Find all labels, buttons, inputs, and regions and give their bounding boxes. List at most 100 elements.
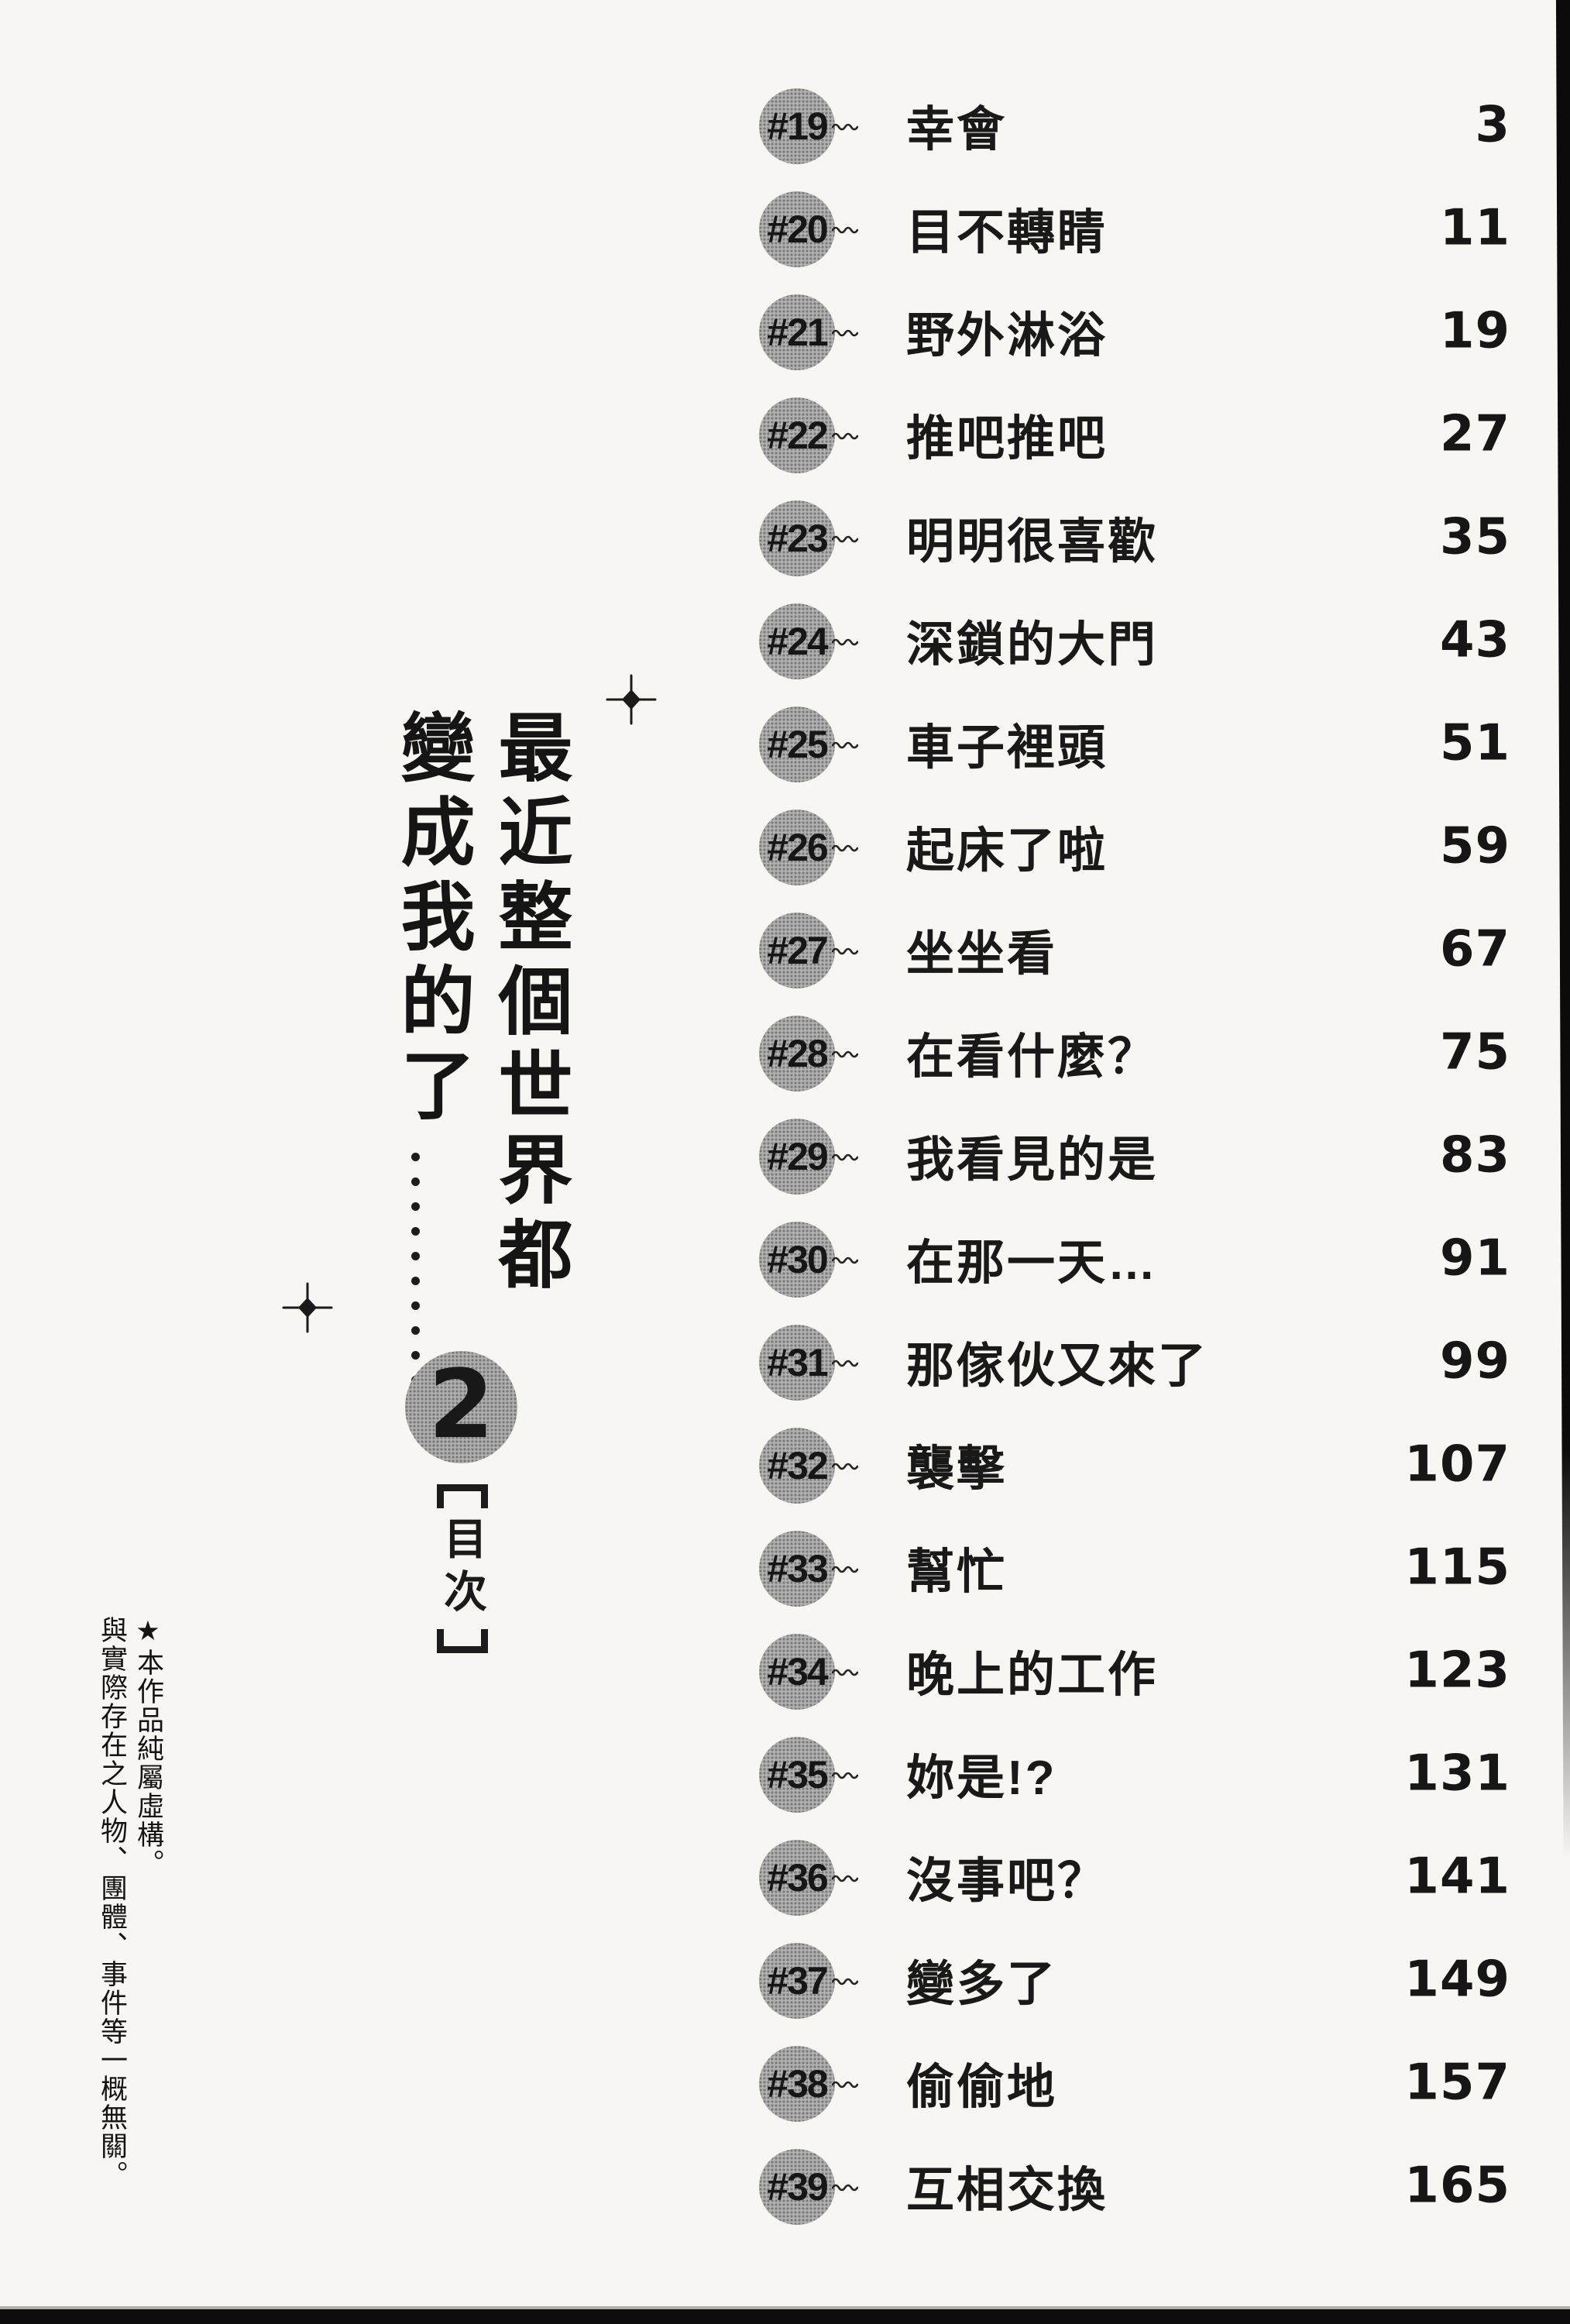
chapter-page-number: 43 xyxy=(1439,611,1510,669)
wave-connector-icon xyxy=(832,1566,858,1573)
chapter-number-badge: #39 xyxy=(759,2149,835,2225)
chapter-page-number: 67 xyxy=(1439,920,1510,978)
wave-connector-icon xyxy=(832,123,858,131)
chapter-page-number: 27 xyxy=(1439,405,1510,463)
chapter-number-label: #25 xyxy=(767,723,828,766)
chapter-title: 變多了 xyxy=(906,1958,1058,2012)
chapter-number-label: #36 xyxy=(767,1856,828,1899)
chapter-page-number: 157 xyxy=(1404,2054,1510,2112)
chapter-title: 明明很喜歡 xyxy=(906,515,1159,569)
chapter-page-number: 165 xyxy=(1404,2157,1510,2215)
table-row: #33 幫忙 115 xyxy=(0,1517,1570,1621)
wave-connector-icon xyxy=(832,844,858,852)
table-row: #25 車子裡頭 51 xyxy=(0,693,1570,796)
chapter-title: 野外淋浴 xyxy=(906,309,1108,363)
table-row: #24 深鎖的大門 43 xyxy=(0,590,1570,693)
disclaimer-text: ★本作品純屬虛構。 與實際存在之人物、團體、事件等一概無關。 xyxy=(92,1616,167,2189)
table-row: #31 那傢伙又來了 99 xyxy=(0,1311,1570,1415)
chapter-number-label: #32 xyxy=(767,1444,828,1487)
chapter-page-number: 115 xyxy=(1404,1538,1510,1597)
table-row: #19 幸會 3 xyxy=(0,74,1570,178)
chapter-number-label: #29 xyxy=(767,1135,828,1178)
table-row: #22 推吧推吧 27 xyxy=(0,383,1570,487)
chapter-title: 偷偷地 xyxy=(906,2061,1058,2115)
chapter-number-label: #21 xyxy=(767,311,828,354)
chapter-title: 起床了啦 xyxy=(906,824,1108,878)
chapter-number-badge: #22 xyxy=(759,397,835,473)
chapter-page-number: 19 xyxy=(1439,302,1510,360)
table-row: #29 我看見的是 83 xyxy=(0,1105,1570,1208)
volume-number: 2 xyxy=(428,1349,494,1459)
chapter-number-label: #38 xyxy=(767,2062,828,2106)
table-row: #36 沒事吧？ 141 xyxy=(0,1826,1570,1930)
chapter-number-label: #37 xyxy=(767,1959,828,2003)
wave-connector-icon xyxy=(832,2081,858,2089)
chapter-number-label: #23 xyxy=(767,517,828,560)
series-title-line1: 最近整個世界都 xyxy=(487,709,570,1300)
chapter-title: 在那一天… xyxy=(906,1236,1159,1291)
chapter-page-number: 149 xyxy=(1404,1951,1510,2009)
chapter-number-label: #33 xyxy=(767,1547,828,1590)
table-row: #23 明明很喜歡 35 xyxy=(0,486,1570,590)
wave-connector-icon xyxy=(832,638,858,646)
table-row: #38 偷偷地 157 xyxy=(0,2032,1570,2136)
wave-connector-icon xyxy=(832,1772,858,1779)
table-row: #32 襲擊 107 xyxy=(0,1414,1570,1518)
chapter-number-label: #19 xyxy=(767,105,828,148)
chapter-number-badge: #35 xyxy=(759,1737,835,1813)
table-row: #37 變多了 149 xyxy=(0,1929,1570,2033)
wave-connector-icon xyxy=(832,1978,858,1985)
chapter-page-number: 107 xyxy=(1404,1435,1510,1494)
chapter-number-badge: #37 xyxy=(759,1943,835,2019)
wave-connector-icon xyxy=(832,329,858,337)
chapter-number-badge: #36 xyxy=(759,1840,835,1916)
chapter-number-badge: #26 xyxy=(759,810,835,885)
chapter-number-label: #26 xyxy=(767,826,828,869)
bracket-open-icon xyxy=(437,1484,488,1508)
chapter-number-badge: #32 xyxy=(759,1428,835,1504)
series-title-line2: 變成我的了 xyxy=(390,709,472,1131)
chapter-page-number: 99 xyxy=(1439,1332,1510,1391)
chapter-number-badge: #28 xyxy=(759,1016,835,1092)
wave-connector-icon xyxy=(832,2184,858,2192)
chapter-number-badge: #34 xyxy=(759,1634,835,1710)
chapter-page-number: 51 xyxy=(1439,714,1510,772)
chapter-title: 車子裡頭 xyxy=(906,721,1108,775)
chapter-title: 晚上的工作 xyxy=(906,1648,1159,1703)
chapter-title: 妳是!? xyxy=(906,1752,1057,1806)
disclaimer-line1: ★本作品純屬虛構。 xyxy=(133,1616,163,1878)
chapter-title: 互相交換 xyxy=(906,2164,1108,2218)
chapter-number-badge: #27 xyxy=(759,913,835,988)
wave-connector-icon xyxy=(832,535,858,543)
table-row: #35 妳是!? 131 xyxy=(0,1723,1570,1827)
chapter-number-badge: #33 xyxy=(759,1531,835,1607)
chapter-number-label: #30 xyxy=(767,1238,828,1281)
wave-connector-icon xyxy=(832,1153,858,1161)
table-row: #27 坐坐看 67 xyxy=(0,899,1570,1002)
chapter-number-badge: #38 xyxy=(759,2046,835,2122)
chapter-title: 襲擊 xyxy=(906,1442,1008,1497)
table-row: #34 晚上的工作 123 xyxy=(0,1620,1570,1724)
chapter-title: 幸會 xyxy=(906,103,1008,157)
wave-connector-icon xyxy=(832,741,858,749)
chapter-title: 幫忙 xyxy=(906,1545,1008,1600)
chapter-number-badge: #19 xyxy=(759,88,835,164)
table-row: #28 在看什麼？ 75 xyxy=(0,1002,1570,1105)
chapter-number-badge: #21 xyxy=(759,294,835,370)
chapter-number-label: #24 xyxy=(767,620,828,663)
table-row: #21 野外淋浴 19 xyxy=(0,280,1570,384)
wave-connector-icon xyxy=(832,947,858,955)
sparkle-icon xyxy=(606,674,657,725)
table-row: #30 在那一天… 91 xyxy=(0,1208,1570,1312)
wave-connector-icon xyxy=(832,432,858,440)
wave-connector-icon xyxy=(832,1257,858,1264)
chapter-page-number: 35 xyxy=(1439,508,1510,566)
chapter-page-number: 3 xyxy=(1475,96,1510,154)
wave-connector-icon xyxy=(832,1050,858,1058)
disclaimer-line2: 與實際存在之人物、團體、事件等一概無關。 xyxy=(97,1616,127,2189)
chapter-page-number: 91 xyxy=(1439,1229,1510,1287)
chapter-number-label: #27 xyxy=(767,929,828,972)
table-row: #39 互相交換 165 xyxy=(0,2135,1570,2239)
chapter-number-badge: #20 xyxy=(759,191,835,267)
